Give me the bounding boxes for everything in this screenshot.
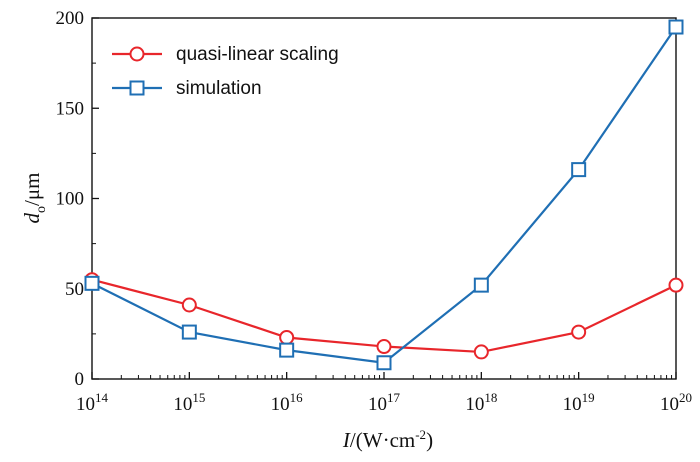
data-point-square: [571, 162, 587, 178]
y-axis-title: do/μm: [20, 173, 49, 224]
legend-label: simulation: [176, 78, 262, 99]
y-tick-label: 150: [56, 98, 85, 119]
series-layer: [84, 19, 684, 371]
data-point-circle: [376, 339, 392, 355]
x-tick-label-base: 10: [660, 394, 679, 415]
x-tick-label-exponent: 17: [387, 390, 401, 405]
y-axis-title-unit: /μm: [20, 173, 44, 206]
data-point-square: [279, 342, 295, 358]
x-tick-label-base: 10: [368, 394, 387, 415]
data-point-circle: [571, 324, 587, 340]
x-tick-label-base: 10: [563, 394, 582, 415]
y-axis-title-italic: d: [20, 212, 44, 223]
x-tick-label-base: 10: [173, 394, 192, 415]
x-tick-label-exponent: 18: [484, 390, 497, 405]
legend: quasi-linear scaling simulation: [112, 44, 339, 99]
x-tick-label-exponent: 20: [679, 390, 692, 405]
legend-item: quasi-linear scaling: [112, 44, 339, 65]
x-tick-label-exponent: 14: [95, 390, 109, 405]
legend-label: quasi-linear scaling: [176, 44, 339, 65]
plot-frame: [91, 17, 677, 380]
data-point-square: [376, 355, 392, 371]
y-tick-label: 50: [65, 279, 84, 300]
data-point-circle: [668, 277, 684, 293]
x-tick-label: 1016: [271, 390, 304, 415]
data-point-circle: [181, 297, 197, 313]
axis-ticks: [91, 17, 677, 380]
x-axis-title-close: ): [426, 428, 433, 452]
x-tick-label: 1019: [563, 390, 595, 415]
x-tick-label: 1015: [173, 390, 205, 415]
x-tick-label: 1014: [76, 390, 109, 415]
y-axis-title-subscript: o: [34, 206, 49, 213]
x-axis-title-exponent: -2: [415, 427, 426, 442]
x-axis-title-unit: /(W·cm: [350, 428, 415, 452]
data-point-circle: [279, 329, 295, 345]
x-tick-label-exponent: 15: [192, 390, 205, 405]
data-point-circle: [473, 344, 489, 360]
data-point-square: [181, 324, 197, 340]
x-tick-label-exponent: 16: [290, 390, 304, 405]
data-point-square: [668, 19, 684, 35]
series-square: [84, 19, 684, 371]
y-tick-label: 100: [56, 189, 85, 210]
x-tick-label-exponent: 19: [582, 390, 595, 405]
legend-marker: [129, 46, 145, 62]
x-tick-label-base: 10: [76, 394, 95, 415]
x-tick-label: 1017: [368, 390, 401, 415]
legend-marker: [129, 80, 145, 96]
y-tick-label: 0: [75, 369, 85, 390]
y-tick-label: 200: [56, 8, 85, 29]
data-point-square: [473, 277, 489, 293]
x-tick-label-base: 10: [271, 394, 290, 415]
x-tick-label-base: 10: [465, 394, 484, 415]
x-tick-label: 1018: [465, 390, 497, 415]
legend-item: simulation: [112, 78, 262, 99]
x-axis-title-italic: I: [342, 428, 351, 452]
x-tick-label: 1020: [660, 390, 692, 415]
series-circle: [84, 272, 684, 360]
x-axis-title: I/(W·cm-2): [342, 427, 433, 452]
data-point-square: [84, 275, 100, 291]
